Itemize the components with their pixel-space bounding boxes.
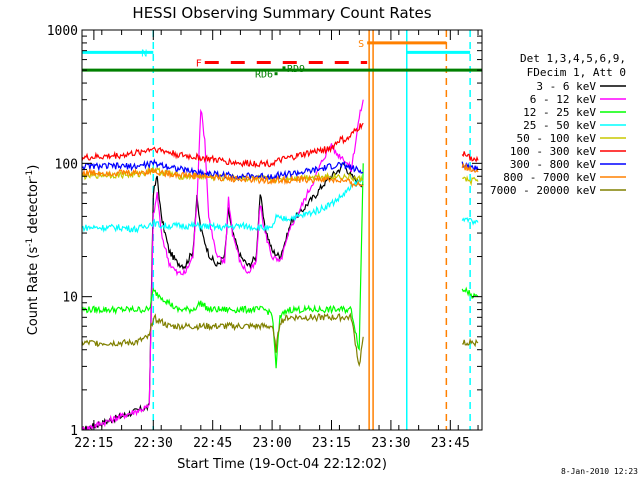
flag-label-rd9-4: RD9 bbox=[287, 64, 305, 75]
legend: Det 1,3,4,5,6,9,FDecim 1, Att 03 - 6 keV… bbox=[490, 52, 626, 197]
y-tick-label-2: 100 bbox=[55, 157, 78, 172]
plot-frame bbox=[81, 29, 483, 431]
y-axis-title: Count Rate (s-1 detector-1) bbox=[25, 165, 41, 336]
x-axis-title: Start Time (19-Oct-04 22:12:02) bbox=[177, 457, 387, 472]
legend-label-6: 300 - 800 keV bbox=[510, 158, 596, 171]
y-tick-label-1: 10 bbox=[62, 291, 78, 306]
legend-label-1: 6 - 12 keV bbox=[530, 93, 597, 106]
legend-label-5: 100 - 300 keV bbox=[510, 145, 596, 158]
y-tick-label-0: 1 bbox=[70, 424, 78, 439]
legend-label-0: 3 - 6 keV bbox=[536, 80, 596, 93]
series-line-3 bbox=[82, 178, 364, 234]
x-tick-label-2: 22:45 bbox=[193, 436, 232, 451]
axes: 1 10 100 1000 22:15 22:30 22:45 23:00 23:15 23:30… bbox=[47, 24, 483, 451]
flag-marker-5 bbox=[274, 72, 278, 76]
legend-header-1: FDecim 1, Att 0 bbox=[527, 66, 626, 79]
flag-label-n-0: N bbox=[141, 48, 147, 59]
legend-header-0: Det 1,3,4,5,6,9, bbox=[520, 52, 626, 65]
y-axis-title-sup1: -1 bbox=[25, 238, 35, 247]
series-line-after-gap-4 bbox=[461, 217, 479, 226]
x-tick-label-1: 22:30 bbox=[134, 436, 173, 451]
series-line-1 bbox=[82, 99, 364, 430]
y-axis-title-mid: detector bbox=[26, 178, 41, 238]
plot-area: N S F RD9 RD6 bbox=[82, 30, 482, 430]
flag-label-s-2: S bbox=[358, 39, 364, 50]
x-tick-label-0: 22:15 bbox=[74, 436, 113, 451]
series-line-6 bbox=[82, 158, 364, 182]
series-line-after-gap-5 bbox=[461, 286, 479, 299]
legend-label-7: 800 - 7000 keV bbox=[503, 171, 596, 184]
x-tick-label-4: 23:15 bbox=[312, 436, 351, 451]
x-tick-label-5: 23:30 bbox=[371, 436, 410, 451]
footer-date: 8-Jan-2010 12:23 bbox=[561, 467, 638, 476]
flag-label-f-3: F bbox=[196, 59, 202, 70]
series-line-after-gap-2 bbox=[461, 162, 479, 173]
x-tick-label-6: 23:45 bbox=[431, 436, 470, 451]
y-axis-title-end: ) bbox=[26, 165, 41, 170]
chart-title: HESSI Observing Summary Count Rates bbox=[132, 4, 431, 22]
flag-label-rd6-5: RD6 bbox=[255, 70, 273, 81]
legend-label-3: 25 - 50 keV bbox=[523, 119, 596, 132]
y-tick-label-3: 1000 bbox=[47, 24, 78, 39]
x-tick-label-3: 23:00 bbox=[253, 436, 292, 451]
series-line-after-gap-3 bbox=[461, 175, 479, 187]
y-axis-title-main: Count Rate (s bbox=[26, 247, 41, 336]
series-line-7 bbox=[82, 166, 364, 189]
series-line-8 bbox=[82, 312, 364, 368]
series-line-after-gap-6 bbox=[462, 337, 479, 348]
series-line-5 bbox=[82, 122, 364, 169]
legend-label-2: 12 - 25 keV bbox=[523, 106, 596, 119]
y-axis-title-sup2: -1 bbox=[25, 170, 35, 179]
series-line-after-gap-0 bbox=[461, 151, 479, 163]
legend-label-4: 50 - 100 keV bbox=[517, 132, 597, 145]
flag-marker-4 bbox=[282, 66, 286, 70]
series-line-2 bbox=[82, 163, 364, 369]
legend-label-8: 7000 - 20000 keV bbox=[490, 184, 596, 197]
